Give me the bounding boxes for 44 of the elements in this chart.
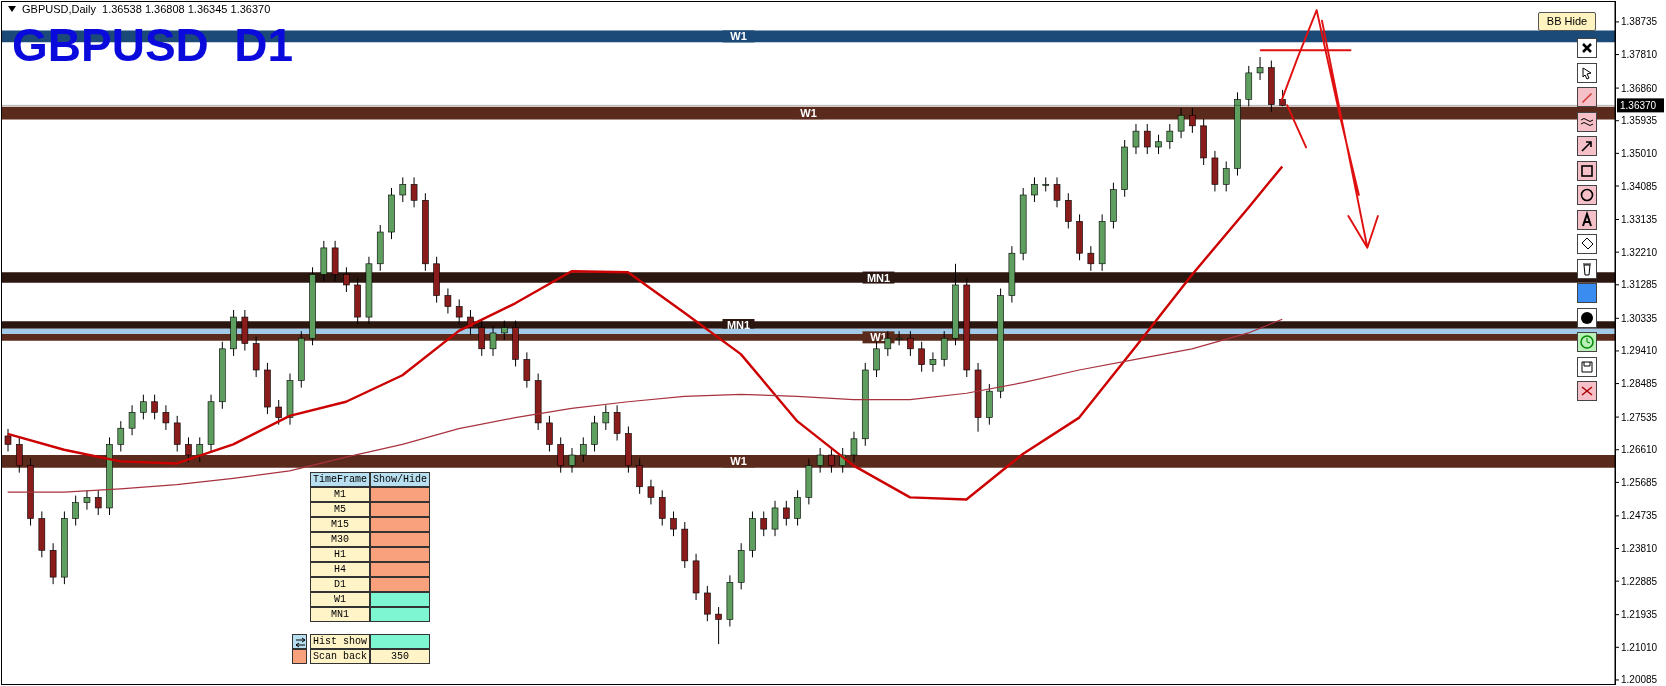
y-tick-label: 1.27535 (1621, 411, 1658, 423)
y-tick-label: 1.36860 (1621, 82, 1658, 94)
annotation: BB Hide (1538, 12, 1596, 31)
y-tick-label: 1.21010 (1621, 641, 1658, 653)
y-tick-label: 1.26610 (1621, 444, 1658, 456)
y-tick-label: 1.35935 (1621, 115, 1658, 127)
band-label: W1 (730, 455, 747, 468)
y-tick-label: 1.21935 (1621, 609, 1658, 621)
annotation: M15 (310, 517, 370, 532)
annotation: 350 (370, 649, 430, 664)
band-label: W1 (730, 30, 747, 43)
band-label: W1 (800, 107, 817, 120)
y-tick-label: 1.32210 (1621, 246, 1658, 258)
annotation: Hist show (310, 634, 370, 649)
y-tick-label: 1.25685 (1621, 476, 1658, 488)
y-tick-label: 1.35010 (1621, 147, 1658, 159)
annotation: TimeFrame (310, 472, 370, 487)
y-tick-label: 1.28485 (1621, 378, 1658, 390)
y-tick-label: 1.33135 (1621, 214, 1658, 226)
band-label: MN1 (866, 271, 891, 284)
y-tick-label: 1.38735 (1621, 16, 1658, 28)
annotation: M30 (310, 532, 370, 547)
annotation: M1 (310, 487, 370, 502)
annotation: H4 (310, 562, 370, 577)
chart-subtitle: GBPUSD,Daily 1.36538 1.36808 1.36345 1.36370 (22, 3, 271, 15)
y-tick-label: 1.34085 (1621, 180, 1658, 192)
band-label: MN1 (726, 319, 751, 332)
annotation: MN1 (310, 607, 370, 622)
annotation: Show/Hide (370, 472, 430, 487)
annotation: D1 (310, 577, 370, 592)
y-tick-label: 1.20085 (1621, 674, 1658, 686)
y-tick-label: 1.29410 (1621, 345, 1658, 357)
y-tick-label: 1.37810 (1621, 49, 1658, 61)
annotation: W1 (310, 592, 370, 607)
annotation: H1 (310, 547, 370, 562)
y-tick-label: 1.30335 (1621, 312, 1658, 324)
annotation: Scan back (310, 649, 370, 664)
band-label: W1 (870, 331, 887, 344)
annotation: M5 (310, 502, 370, 517)
y-tick-label: 1.22885 (1621, 575, 1658, 587)
y-tick-label: 1.31285 (1621, 279, 1658, 291)
y-tick-label: 1.24735 (1621, 510, 1658, 522)
y-tick-label: 1.23810 (1621, 543, 1658, 555)
ref-line-label: 1.36370 (1620, 100, 1657, 112)
